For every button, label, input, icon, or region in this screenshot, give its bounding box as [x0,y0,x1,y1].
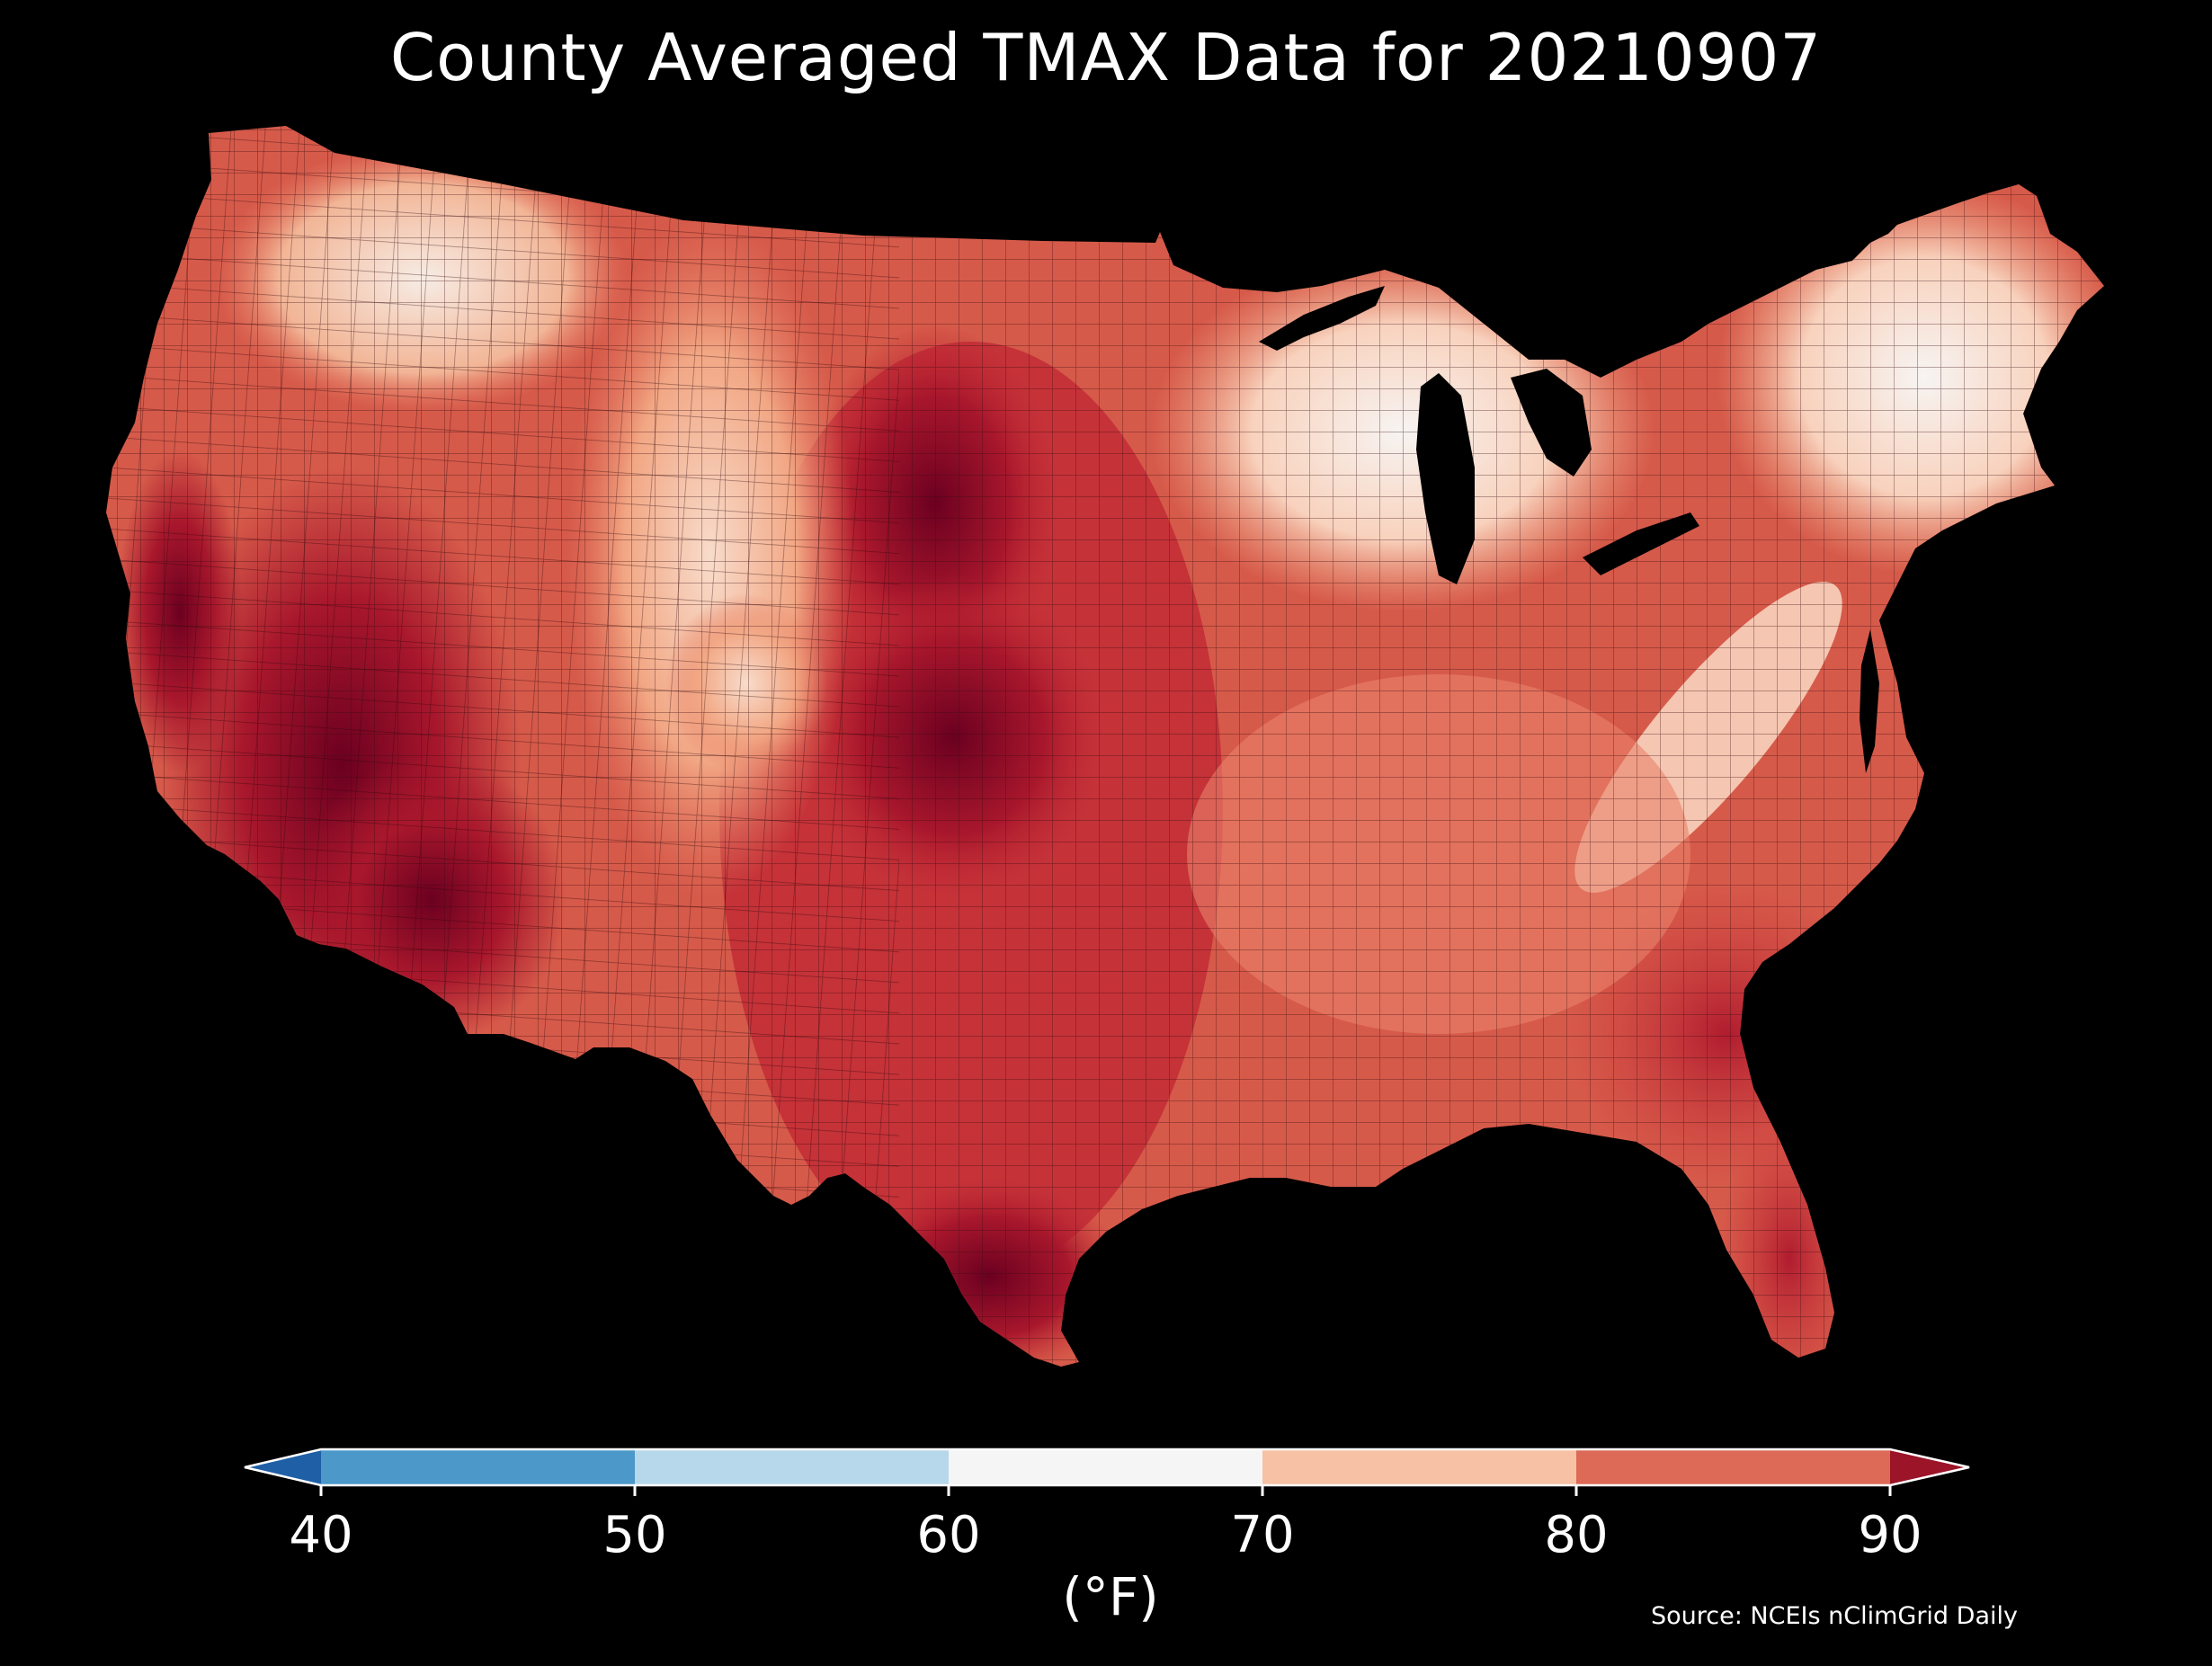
colorbar-extend-high [1890,1449,1969,1485]
colorbar-unit-label: (°F) [1062,1566,1159,1627]
colorbar-bin-60-70 [949,1449,1262,1485]
tick-label-70: 70 [1230,1506,1295,1564]
colorbar-bin-70-80 [1262,1449,1576,1485]
tick-label-50: 50 [602,1506,667,1564]
tick-label-90: 90 [1858,1506,1922,1564]
lake-superior [1259,286,1385,351]
tick-label-80: 80 [1544,1506,1609,1564]
tick-label-40: 40 [289,1506,353,1564]
colorbar-extend-low [245,1449,321,1485]
tick-label-60: 60 [916,1506,981,1564]
water-bodies [1259,286,1879,773]
colorbar-bin-50-60 [635,1449,949,1485]
lake-huron [1511,369,1592,477]
colorbar-bin-80-90 [1576,1449,1890,1485]
chesapeake-bay [1860,629,1879,773]
map-title: County Averaged TMAX Data for 20210907 [389,20,1823,95]
source-note: Source: NCEIs nClimGrid Daily [1651,1602,2018,1630]
lake-erie [1583,512,1699,575]
lake-michigan [1416,373,1475,584]
colorbar-bin-40-50 [321,1449,635,1485]
colorbar-ticks [319,1485,1892,1496]
